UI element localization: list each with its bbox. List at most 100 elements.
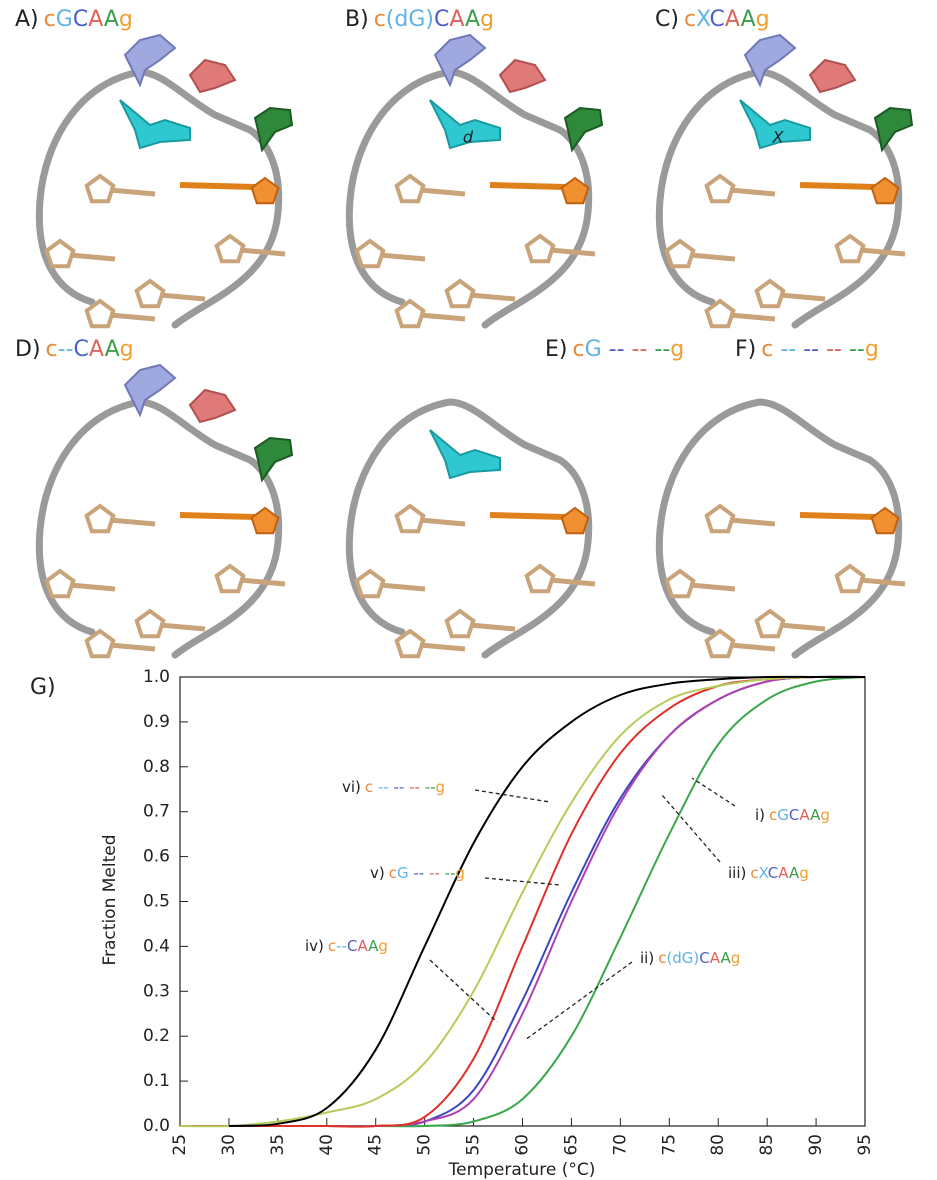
sequence-part: A xyxy=(449,7,465,32)
base-stem xyxy=(779,622,826,632)
base-stem xyxy=(379,582,426,592)
line xyxy=(179,675,866,1128)
sequence-part: A xyxy=(89,337,105,362)
base xyxy=(394,173,426,204)
x-tick-label: 25 xyxy=(170,1134,190,1156)
residue-marker: d xyxy=(463,128,474,147)
panel-label: D) c--CAAg xyxy=(15,337,134,362)
structure xyxy=(35,33,294,329)
panel-label: A) cGCAAg xyxy=(15,7,133,32)
label-part: c xyxy=(750,864,758,882)
x-axis-label: Temperature (°C) xyxy=(448,1160,596,1180)
curve-label: iii) cXCAAg xyxy=(728,864,809,882)
y-tick-label: 0.1 xyxy=(143,1071,170,1091)
base xyxy=(560,506,590,535)
base xyxy=(188,388,237,424)
panel-letter: E) xyxy=(545,337,567,362)
base xyxy=(524,233,556,264)
label-part: -- xyxy=(424,864,440,882)
x-tick-label: 40 xyxy=(317,1134,337,1156)
base-stem xyxy=(239,247,286,257)
base xyxy=(433,33,487,88)
sequence-part: X xyxy=(696,7,711,32)
panel-label: E) cG -- -- --g xyxy=(545,337,684,362)
panel-letter: A) xyxy=(15,7,39,32)
y-tick-label: 1.0 xyxy=(143,667,170,687)
y-tick-label: 0.6 xyxy=(143,847,170,867)
base xyxy=(84,173,116,204)
label-part: C xyxy=(789,806,799,824)
base xyxy=(524,563,556,594)
label-part: G xyxy=(777,806,789,824)
x-tick-label: 65 xyxy=(561,1134,581,1156)
y-axis-label: Fraction Melted xyxy=(100,834,120,965)
base-stem xyxy=(859,247,906,257)
base-stem xyxy=(689,582,736,592)
leader-line xyxy=(429,959,498,1023)
label-part: i) xyxy=(755,806,765,824)
x-tick-label: 95 xyxy=(855,1134,875,1156)
x-tick-label: 75 xyxy=(659,1134,679,1156)
sequence-part: g xyxy=(120,337,134,362)
label-part: g xyxy=(820,806,830,824)
base xyxy=(354,238,386,269)
base-stem xyxy=(549,577,596,587)
base-stem xyxy=(159,622,206,632)
label-part: A xyxy=(799,806,810,824)
base-stem xyxy=(419,312,466,322)
y-tick-label: 0.5 xyxy=(143,892,170,912)
panel-label: F) c -- -- -- --g xyxy=(735,337,879,362)
panel-label: B) c(dG)CAAg xyxy=(345,7,494,32)
base xyxy=(754,278,786,309)
line xyxy=(179,675,866,1128)
y-tick-label: 0.4 xyxy=(143,936,170,956)
leader-line xyxy=(691,777,736,807)
y-tick-label: 0.8 xyxy=(143,757,170,777)
label-part: A xyxy=(368,937,379,955)
label-part: -- xyxy=(404,778,420,796)
base-stem xyxy=(179,182,256,190)
sequence-part: -- xyxy=(602,337,625,362)
sequence-part: A xyxy=(104,7,119,32)
label-part: -- xyxy=(420,778,436,796)
base-stem xyxy=(109,517,156,527)
label-part: -- xyxy=(440,864,456,882)
base xyxy=(123,33,177,88)
x-tick-label: 85 xyxy=(757,1134,777,1156)
base xyxy=(394,503,426,534)
panel-letter: D) xyxy=(15,337,41,362)
sequence-part: G xyxy=(585,337,602,362)
curve-label: vi) c -- -- -- --g xyxy=(342,778,445,796)
base xyxy=(808,58,857,94)
base xyxy=(354,568,386,599)
base-stem xyxy=(109,312,156,322)
sequence-part: A xyxy=(105,337,120,362)
base-stem xyxy=(159,292,206,302)
base xyxy=(739,99,811,150)
plot-frame xyxy=(179,676,866,1127)
sequence-part: g xyxy=(756,7,770,32)
sequence-part: A xyxy=(725,7,741,32)
base-stem xyxy=(689,252,736,262)
label-part: -- xyxy=(409,864,425,882)
base xyxy=(253,106,294,153)
base xyxy=(429,429,501,480)
leader-line xyxy=(524,961,633,1041)
label-part: G xyxy=(397,864,409,882)
sequence-part: c xyxy=(572,337,584,362)
chart-title: G) xyxy=(30,675,56,700)
x-tick-label: 45 xyxy=(366,1134,386,1156)
base xyxy=(44,568,76,599)
label-part: c xyxy=(389,864,397,882)
residue-marker: X xyxy=(772,128,785,147)
base xyxy=(84,298,116,329)
base-stem xyxy=(379,252,426,262)
label-part: -- xyxy=(389,778,405,796)
base-stem xyxy=(469,622,516,632)
base xyxy=(834,233,866,264)
base xyxy=(704,503,736,534)
y-tick-label: 0.0 xyxy=(143,1116,170,1136)
sequence-part: -- xyxy=(819,337,842,362)
label-part: A xyxy=(720,949,731,967)
label-part: -- xyxy=(373,778,389,796)
